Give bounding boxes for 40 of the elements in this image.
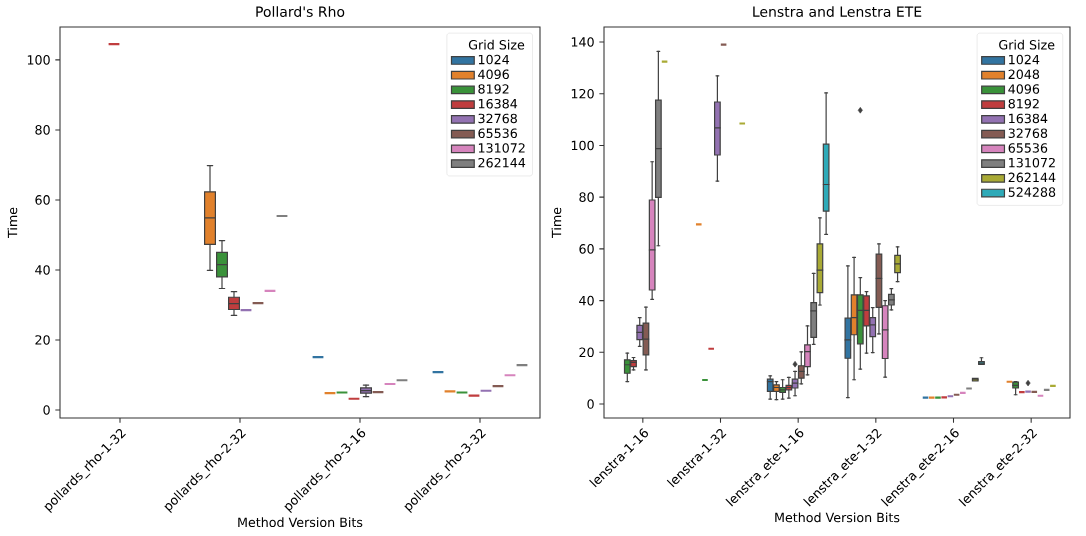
legend-label: 8192: [478, 84, 509, 94]
legend-title: Grid Size: [468, 39, 525, 50]
legend-label: 4096: [478, 69, 509, 80]
legend-label: 131072: [1009, 157, 1055, 168]
chart-title: Pollard's Rho: [256, 6, 345, 17]
y-tick-label: 100: [571, 140, 594, 151]
y-tick-label: 0: [587, 399, 594, 409]
legend-label: 65536: [478, 128, 517, 139]
x-axis-title: Method Version Bits: [775, 512, 900, 523]
y-tick-label: 20: [35, 335, 50, 345]
legend-label: 16384: [1009, 113, 1048, 124]
legend-label: 1024: [478, 54, 510, 65]
legend-label: 262144: [1008, 172, 1056, 183]
y-tick-label: 60: [35, 195, 50, 205]
legend-label: 16384: [478, 98, 518, 109]
legend-label: 65536: [1008, 143, 1048, 153]
legend-label: 32768: [478, 113, 517, 124]
y-tick-label: 0: [43, 405, 50, 415]
legend-label: 4096: [1008, 84, 1040, 94]
x-axis-title: Method Version Bits: [238, 517, 363, 528]
y-tick-label: 20: [579, 347, 594, 358]
y-tick-label: 60: [579, 244, 594, 254]
legend-label: 262144: [478, 157, 526, 168]
legend-label: 32768: [1008, 128, 1048, 139]
legend-label: 1024: [1009, 54, 1040, 65]
y-axis-title: Time: [551, 207, 562, 239]
y-axis-title: Time: [7, 207, 18, 239]
y-tick-label: 140: [571, 37, 594, 47]
legend-label: 8192: [1008, 98, 1039, 109]
y-tick-label: 80: [579, 192, 594, 202]
chart-title: Lenstra and Lenstra ETE: [753, 6, 922, 17]
y-tick-label: 120: [571, 88, 594, 99]
y-tick-label: 40: [35, 265, 50, 275]
legend-title: Grid Size: [999, 39, 1055, 50]
y-tick-label: 80: [35, 125, 50, 135]
y-tick-label: 40: [579, 295, 594, 306]
legend-label: 524288: [1008, 187, 1056, 197]
y-tick-label: 100: [27, 55, 50, 65]
legend-label: 131072: [478, 143, 525, 153]
legend-label: 2048: [1008, 69, 1040, 80]
